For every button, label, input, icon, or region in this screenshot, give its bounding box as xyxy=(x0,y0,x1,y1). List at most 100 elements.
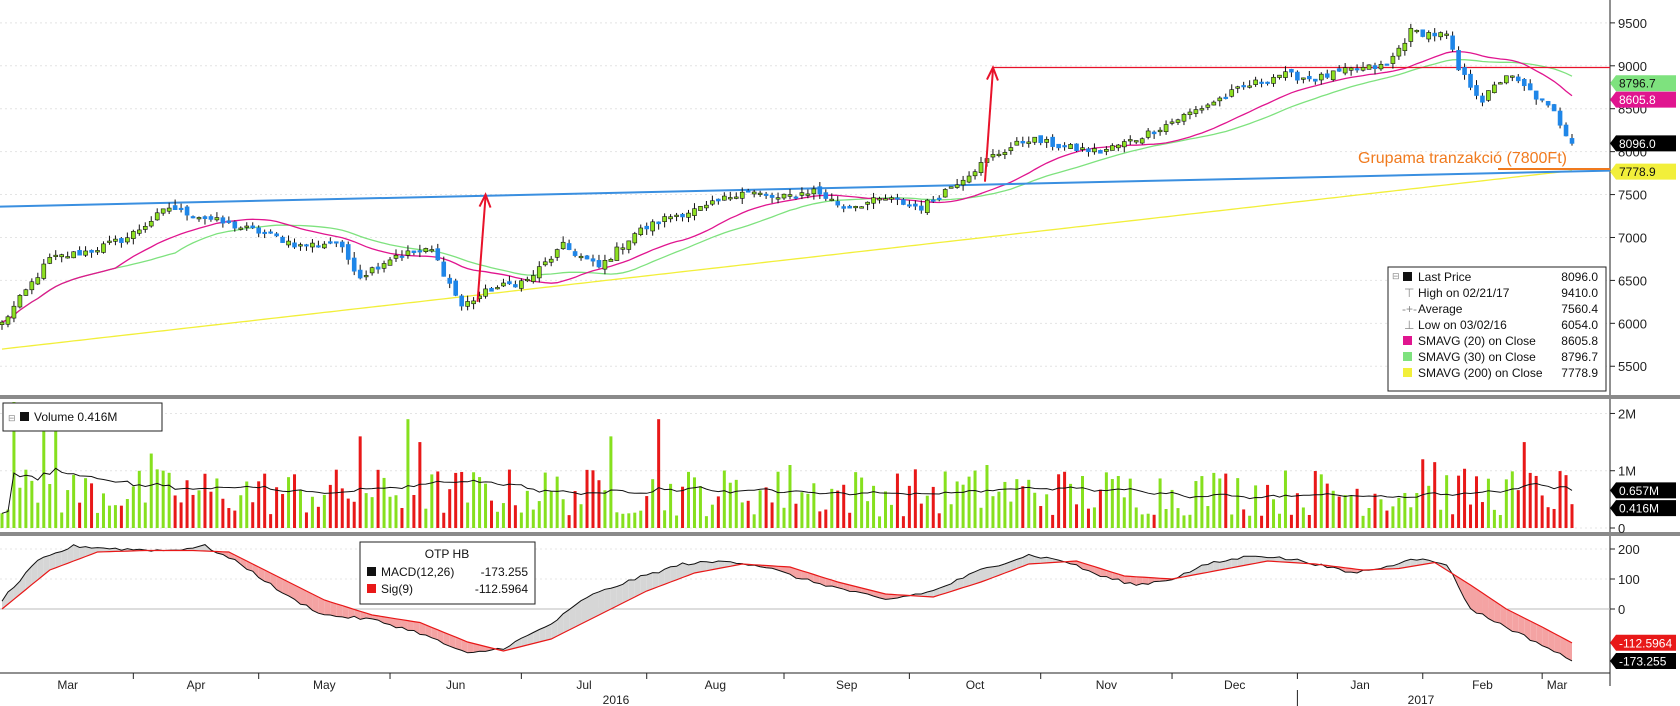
candle-body xyxy=(405,250,411,256)
macd-fill-segment xyxy=(1213,561,1220,572)
month-label: Jun xyxy=(446,678,465,692)
volume-bar xyxy=(257,481,261,528)
volume-bar xyxy=(263,473,267,528)
macd-value-tag: -173.255 xyxy=(1619,654,1667,668)
candle-body xyxy=(716,198,721,202)
volume-bar xyxy=(245,481,249,528)
annotation-arrow xyxy=(476,196,487,302)
pane-separator-bottom[interactable] xyxy=(0,532,1680,536)
candle-body xyxy=(113,238,118,242)
volume-bar xyxy=(334,469,338,528)
volume-bar xyxy=(537,501,541,528)
macd-fill-segment xyxy=(282,579,289,596)
candle-body xyxy=(1444,33,1449,36)
macd-fill-segment xyxy=(37,557,44,580)
macd-fill-segment xyxy=(986,566,993,580)
volume-bar xyxy=(1361,515,1365,528)
legend-sma20-value: 8605.8 xyxy=(1561,334,1598,348)
volume-bars xyxy=(0,402,1574,528)
volume-bar xyxy=(400,508,404,528)
candle-body xyxy=(710,200,715,205)
volume-bar xyxy=(107,505,111,528)
candle-body xyxy=(990,154,996,158)
candle-body xyxy=(954,184,960,188)
candle-body xyxy=(23,289,29,296)
pane-separator-top[interactable] xyxy=(0,395,1680,399)
legend-expand-icon[interactable]: ⊟ xyxy=(1392,271,1400,281)
candle-body xyxy=(1116,144,1121,149)
candle-body xyxy=(1318,73,1324,81)
year-label: 2016 xyxy=(603,693,630,706)
candle-body xyxy=(590,258,596,262)
candle-body xyxy=(292,242,297,248)
macd-fill-segment xyxy=(951,579,958,592)
volume-bar xyxy=(531,509,535,528)
volume-ma-tag: 0.657M xyxy=(1619,484,1659,498)
candle-body xyxy=(453,280,458,296)
volume-bar xyxy=(609,436,613,528)
volume-bar xyxy=(967,476,971,528)
macd-fill-segment xyxy=(73,544,80,561)
candle-body xyxy=(1366,64,1372,70)
volume-bar xyxy=(1558,471,1562,528)
macd-legend-label: MACD(12,26) xyxy=(381,565,454,579)
volume-bar xyxy=(907,485,911,528)
candle-body xyxy=(1074,143,1079,151)
volume-bar xyxy=(1170,489,1174,528)
macd-fill-segment xyxy=(646,572,653,591)
volume-bar xyxy=(597,480,601,528)
macd-fill-segment xyxy=(921,591,928,597)
volume-bar xyxy=(358,436,362,528)
price-tick-label: 7500 xyxy=(1618,188,1647,203)
macd-fill-segment xyxy=(598,589,605,615)
volume-bar xyxy=(1194,481,1198,528)
macd-fill-segment xyxy=(992,565,999,578)
candle-body xyxy=(1557,110,1563,126)
volume-bar xyxy=(931,486,935,528)
candle-body xyxy=(369,267,375,274)
candle-body xyxy=(763,193,769,196)
candle-body xyxy=(877,198,882,201)
macd-fill-segment xyxy=(1225,558,1232,569)
volume-bar xyxy=(895,473,899,528)
candle-body xyxy=(650,221,655,232)
sma20-value-tag: 8605.8 xyxy=(1619,93,1656,107)
macd-value-tag-bg xyxy=(1610,652,1676,669)
volume-legend-expand-icon[interactable]: ⊟ xyxy=(8,413,16,423)
candle-body xyxy=(1372,65,1378,70)
volume-bar xyxy=(185,480,189,528)
candle-body xyxy=(1426,32,1432,40)
candle-body xyxy=(1044,139,1049,143)
volume-bar xyxy=(627,513,631,528)
volume-bar xyxy=(1343,495,1347,528)
sma30-value-tag: 8796.7 xyxy=(1619,77,1656,91)
candle-body xyxy=(1515,76,1521,82)
volume-bar xyxy=(812,483,816,528)
macd-fill-segment xyxy=(461,639,468,653)
volume-bar xyxy=(179,502,183,528)
volume-bar xyxy=(555,476,559,528)
volume-bar xyxy=(1337,496,1341,528)
volume-bar xyxy=(430,474,434,528)
candle-body xyxy=(363,275,369,278)
volume-bar xyxy=(346,498,350,528)
volume-bar xyxy=(1242,509,1246,528)
volume-bar xyxy=(1092,507,1096,528)
candle-body xyxy=(883,198,888,201)
volume-bar xyxy=(913,469,917,528)
candle-body xyxy=(614,246,620,261)
candle-body xyxy=(942,189,948,198)
candle-body xyxy=(160,208,166,214)
candle-body xyxy=(704,204,709,209)
candle-body xyxy=(184,206,190,216)
candle-body xyxy=(1545,101,1551,106)
candle-body xyxy=(513,284,518,288)
candle-body xyxy=(787,194,793,197)
candle-body xyxy=(1265,81,1270,84)
volume-bar xyxy=(1080,476,1084,528)
macd-fill-segment xyxy=(1249,556,1256,565)
volume-bar xyxy=(645,496,649,528)
macd-axis-tags: -112.5964 -173.255 xyxy=(1610,634,1676,669)
price-tick-label: 7000 xyxy=(1618,230,1647,245)
macd-fill-segment xyxy=(1500,605,1507,628)
